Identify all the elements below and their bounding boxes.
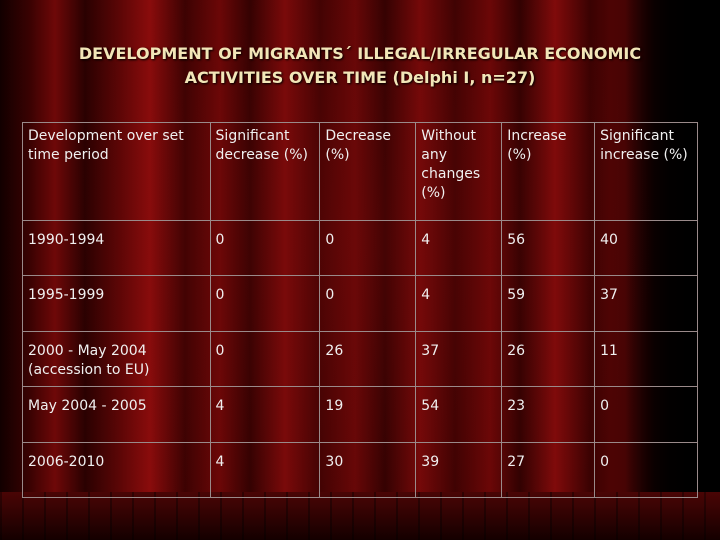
table-cell: 4	[209, 441, 321, 499]
table-cell: 2000 - May 2004 (accession to EU)	[22, 330, 211, 388]
header-cell-significant-increase: Significant increase (%)	[594, 122, 698, 221]
header-cell-significant-decrease: Significant decrease (%)	[209, 122, 321, 221]
table-cell: 27	[501, 441, 596, 499]
header-cell-decrease: Decrease (%)	[319, 122, 417, 221]
table-cell: 26	[319, 330, 417, 388]
table-cell: 0	[594, 386, 698, 443]
table-cell: 39	[415, 441, 503, 499]
table-cell: 37	[415, 330, 503, 388]
table-cell: 0	[594, 441, 698, 499]
title-line-1: DEVELOPMENT OF MIGRANTS´ ILLEGAL/IRREGUL…	[78, 44, 642, 63]
table-cell: May 2004 - 2005	[22, 386, 211, 443]
table-cell: 0	[319, 275, 417, 332]
header-row: Development over set time period Signifi…	[22, 122, 698, 221]
header-cell-period: Development over set time period	[22, 122, 211, 221]
table-cell: 40	[594, 219, 698, 277]
table-row: 2000 - May 2004 (accession to EU) 0 26 3…	[22, 330, 698, 388]
table-cell: 4	[209, 386, 321, 443]
table-cell: 4	[415, 219, 503, 277]
table-cell: 59	[501, 275, 596, 332]
table-cell: 1995-1999	[22, 275, 211, 332]
title-line-2: ACTIVITIES OVER TIME (Delphi I, n=27)	[184, 68, 536, 87]
table-row: 1995-1999 0 0 4 59 37	[22, 275, 698, 332]
table-cell: 11	[594, 330, 698, 388]
table-cell: 0	[319, 219, 417, 277]
table-cell: 19	[319, 386, 417, 443]
table-cell: 2006-2010	[22, 441, 211, 499]
slide-title: DEVELOPMENT OF MIGRANTS´ ILLEGAL/IRREGUL…	[40, 42, 680, 90]
table-cell: 37	[594, 275, 698, 332]
table-cell: 30	[319, 441, 417, 499]
table-cell: 0	[209, 219, 321, 277]
results-table: Development over set time period Signifi…	[22, 122, 698, 499]
stage-floor	[0, 492, 720, 540]
table-cell: 0	[209, 330, 321, 388]
table-cell: 1990-1994	[22, 219, 211, 277]
table-cell: 26	[501, 330, 596, 388]
header-cell-without-changes: Without any changes (%)	[415, 122, 503, 221]
table-row: May 2004 - 2005 4 19 54 23 0	[22, 386, 698, 443]
table-cell: 23	[501, 386, 596, 443]
table-cell: 0	[209, 275, 321, 332]
header-cell-increase: Increase (%)	[501, 122, 596, 221]
table-cell: 54	[415, 386, 503, 443]
table-cell: 4	[415, 275, 503, 332]
table-cell: 56	[501, 219, 596, 277]
table-row: 1990-1994 0 0 4 56 40	[22, 219, 698, 277]
table-row: 2006-2010 4 30 39 27 0	[22, 441, 698, 499]
